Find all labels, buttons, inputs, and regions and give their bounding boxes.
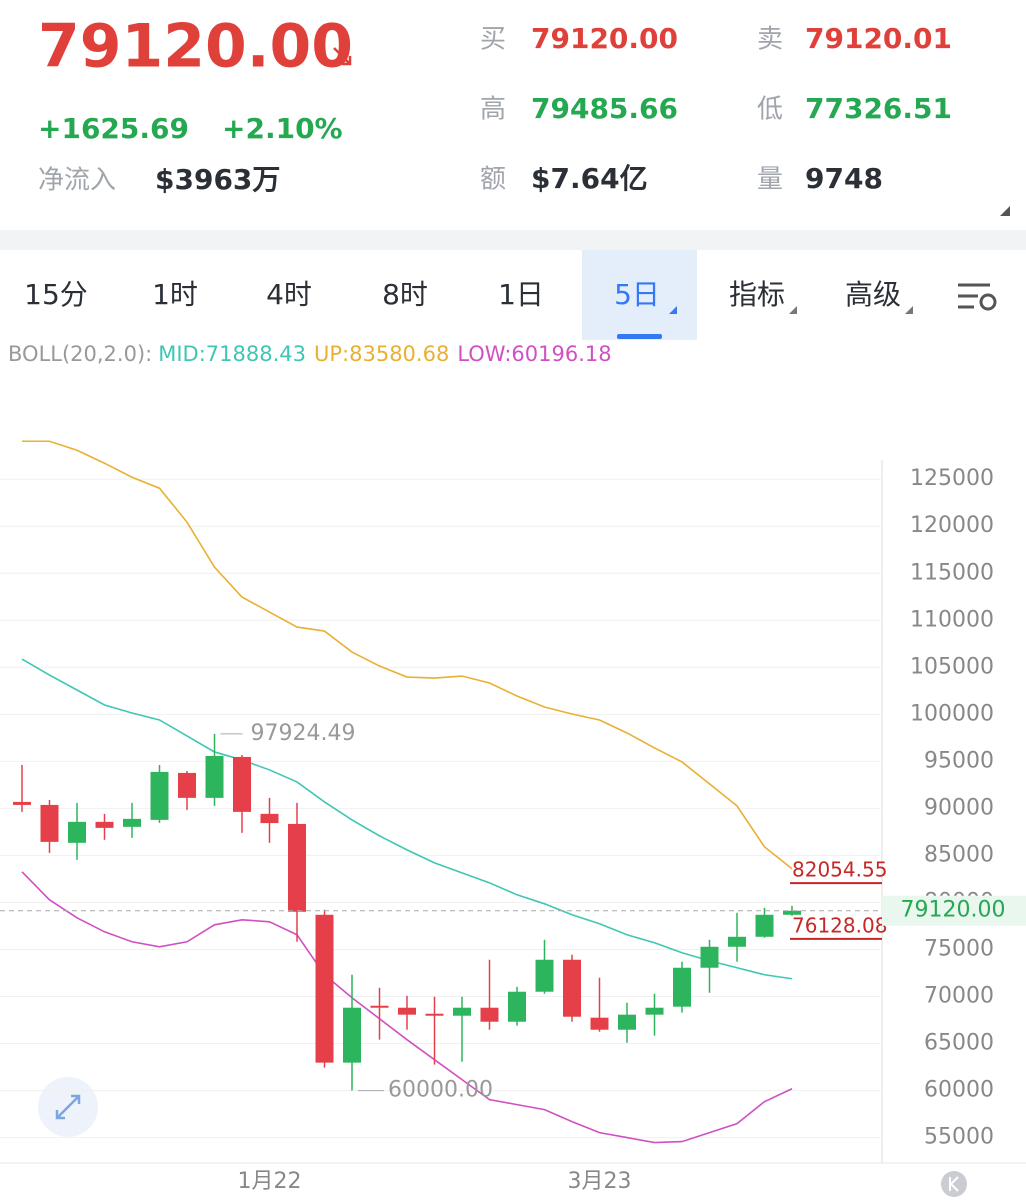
candle-body <box>315 914 334 1063</box>
price: 79120.00 <box>38 12 353 82</box>
y-tick-label: 60000 <box>924 1078 994 1103</box>
y-tick-label: 75000 <box>924 936 994 961</box>
y-tick-label: 55000 <box>924 1125 994 1150</box>
y-tick-label: 105000 <box>910 654 994 679</box>
quote-value: 79120.00 <box>531 22 678 55</box>
last-price-label: 79120.00 <box>901 898 1006 923</box>
y-tick-label: 110000 <box>910 607 994 632</box>
tab[interactable]: 5日 <box>614 278 660 311</box>
indicator-line <box>22 440 793 870</box>
y-tick-label: 100000 <box>910 701 994 726</box>
y-tick-label: 115000 <box>910 560 994 585</box>
candle-body <box>480 1007 499 1022</box>
candle-body <box>233 756 251 812</box>
candle-body <box>700 946 719 968</box>
candle-body <box>755 914 774 937</box>
quote-label: 高 <box>480 95 506 125</box>
candle-body <box>783 910 801 915</box>
candle-body <box>150 771 169 820</box>
candle-body <box>425 1013 444 1016</box>
max-label: 97924.49 <box>251 721 356 746</box>
quote-label: 买 <box>480 25 506 55</box>
indicator-line <box>21 871 793 1144</box>
candle-body <box>40 804 59 842</box>
min-label: 60000.00 <box>388 1078 493 1103</box>
dropdown-triangle <box>669 306 677 314</box>
candle-body <box>95 821 114 828</box>
candle-body <box>535 959 554 992</box>
tab[interactable]: 4时 <box>266 278 312 311</box>
separator <box>0 230 1026 250</box>
collapse-corner[interactable] <box>1000 206 1010 216</box>
k-button[interactable] <box>941 1171 967 1197</box>
quote-label: 额 <box>480 165 506 195</box>
y-tick-label: 85000 <box>924 842 994 867</box>
quote-label: 量 <box>757 165 783 195</box>
candle-body <box>288 823 306 912</box>
candle-body <box>453 1007 471 1016</box>
y-tick-label: 120000 <box>910 513 994 538</box>
legend-entry: LOW:60196.18 <box>457 342 611 366</box>
tab[interactable]: 8时 <box>382 278 428 311</box>
legend-entry: UP:83580.68 <box>314 342 449 366</box>
candle-body <box>13 801 31 805</box>
x-tick-label: 1月22 <box>238 1169 302 1194</box>
change: +1625.69 <box>38 112 189 145</box>
dropdown-triangle <box>789 306 797 314</box>
inflow-label: 净流入 <box>38 166 116 196</box>
quote-value: 9748 <box>805 162 883 195</box>
down-arrow <box>333 47 352 66</box>
quote-value: 77326.51 <box>805 92 952 125</box>
tab[interactable]: 指标 <box>729 278 785 311</box>
candle-body <box>178 772 196 798</box>
candle-body <box>343 1007 361 1063</box>
candle-body <box>645 1007 664 1015</box>
y-tick-label: 70000 <box>924 984 994 1009</box>
legend-entry: MID:71888.43 <box>158 342 306 366</box>
indicator-line <box>21 658 793 980</box>
candle-body <box>563 959 581 1017</box>
dropdown-triangle <box>905 306 913 314</box>
active-tab-bg <box>582 250 697 340</box>
candle-body <box>370 1005 389 1008</box>
y-tick-label: 125000 <box>910 466 994 491</box>
quote-label: 低 <box>757 95 783 125</box>
y-tick-label: 65000 <box>924 1031 994 1056</box>
settings-icon[interactable] <box>958 283 997 311</box>
price-marker-label: 82054.55 <box>792 858 887 882</box>
tab[interactable]: 1时 <box>152 278 198 311</box>
candle-body <box>618 1014 636 1030</box>
price-marker-label: 76128.08 <box>792 913 887 937</box>
x-tick-label: 3月23 <box>568 1169 632 1194</box>
candle-body <box>673 967 691 1007</box>
tab[interactable]: 15分 <box>24 278 88 311</box>
expand-button[interactable] <box>38 1077 98 1137</box>
candle-body <box>590 1017 609 1030</box>
y-tick-label: 95000 <box>924 748 994 773</box>
candle-body <box>68 821 86 843</box>
indicator-label: BOLL(20,2.0): <box>8 342 152 366</box>
candle-body <box>205 755 224 798</box>
candle-body <box>123 818 141 827</box>
inflow-value: $3963万 <box>155 163 280 196</box>
candle-body <box>728 936 746 947</box>
last-price-box <box>882 895 1026 926</box>
quote-value: 79120.01 <box>805 22 952 55</box>
candle-body <box>260 813 279 824</box>
quote-value: 79485.66 <box>531 92 678 125</box>
candle-body <box>398 1007 416 1015</box>
tab[interactable]: 高级 <box>845 278 901 311</box>
active-tab-underline <box>617 334 662 339</box>
tab[interactable]: 1日 <box>498 278 544 311</box>
y-tick-label: 90000 <box>924 795 994 820</box>
quote-value: $7.64亿 <box>531 162 648 195</box>
candle-body <box>508 991 526 1022</box>
change-pct: +2.10% <box>222 112 343 145</box>
quote-label: 卖 <box>757 25 783 55</box>
